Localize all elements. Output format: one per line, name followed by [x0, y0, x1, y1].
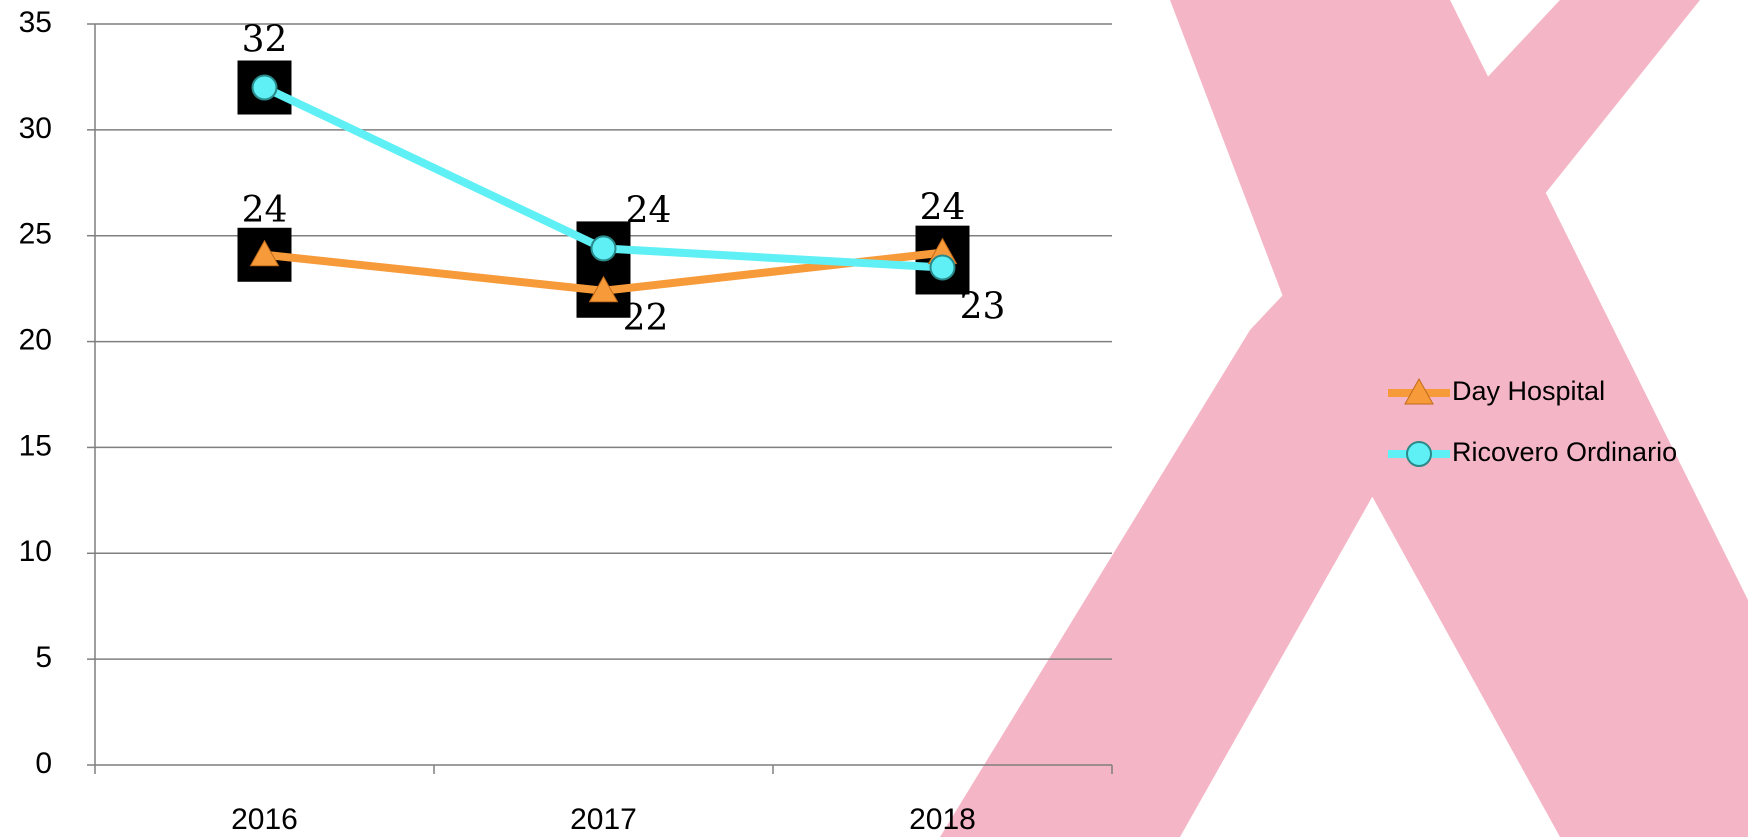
marker [1407, 442, 1431, 466]
legend-label: Day Hospital [1452, 376, 1605, 406]
x-tick-label: 2018 [909, 803, 976, 836]
legend-label: Ricovero Ordinario [1452, 437, 1677, 467]
y-tick-label: 0 [35, 747, 52, 780]
data-label: 24 [626, 190, 672, 231]
marker [931, 255, 955, 279]
y-tick-label: 10 [19, 535, 52, 568]
data-label: 23 [960, 286, 1006, 327]
x-tick-label: 2016 [231, 803, 298, 836]
data-label: 24 [242, 190, 288, 231]
y-tick-label: 20 [19, 323, 52, 356]
data-label: 24 [920, 188, 966, 229]
ribbon-background [940, 0, 1748, 837]
y-tick-label: 5 [35, 641, 52, 674]
y-tick-label: 35 [19, 6, 52, 39]
data-label: 22 [623, 298, 669, 339]
y-tick-label: 25 [19, 218, 52, 251]
marker [592, 236, 616, 260]
chart: 0 5 10 15 20 25 30 35 2016 2017 2018 24 22 24 32 24 23 Da… [0, 0, 1748, 837]
x-tick-label: 2017 [570, 803, 637, 836]
marker [253, 76, 277, 100]
y-tick-label: 30 [19, 112, 52, 145]
y-tick-label: 15 [19, 429, 52, 462]
data-label: 32 [242, 20, 288, 61]
